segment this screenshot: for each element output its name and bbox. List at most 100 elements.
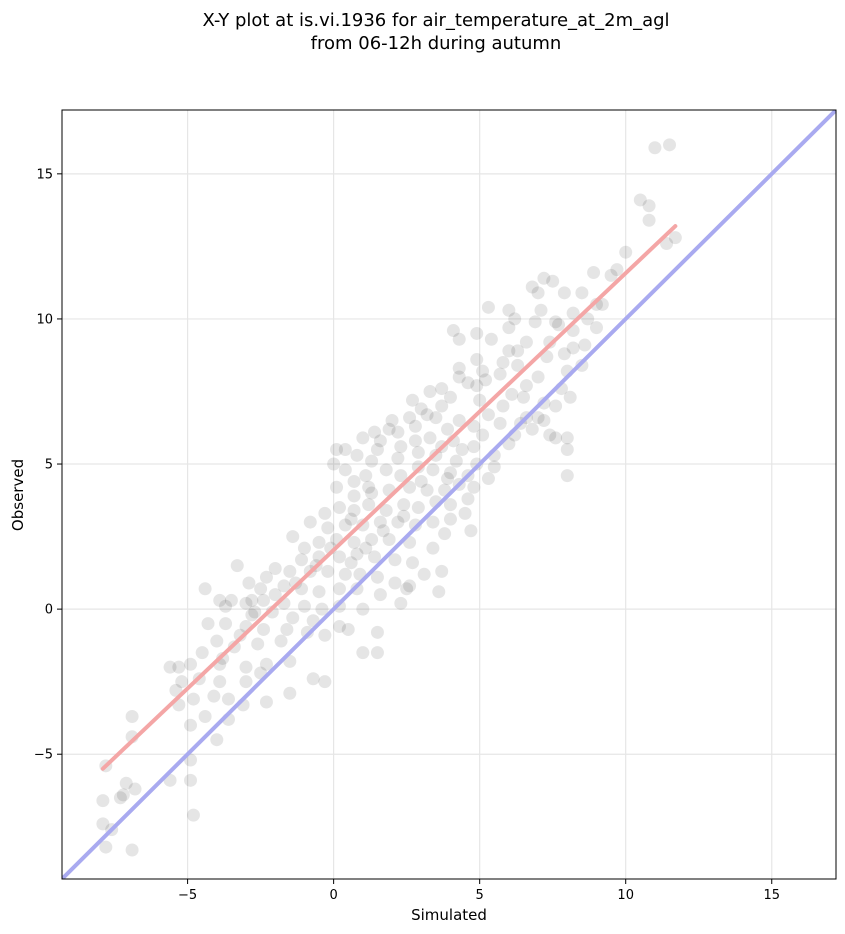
data-point [458,506,472,520]
data-point [408,419,422,433]
data-point [467,480,481,494]
data-point [519,379,533,393]
data-point [414,402,428,416]
data-point [239,675,253,689]
axis-ticks: −5 0 5 10 15 −5 0 5 10 15 [34,167,780,903]
data-point [560,443,574,457]
data-point [344,556,358,570]
data-point [566,341,580,355]
data-point [411,445,425,459]
data-point [370,443,384,457]
data-point [508,312,522,326]
data-point [403,480,417,494]
data-point [610,263,624,277]
data-point [283,564,297,578]
data-point [426,463,440,477]
data-point [347,474,361,488]
data-point [286,530,300,544]
data-point [280,622,294,636]
data-point [96,817,110,831]
data-point [216,651,230,665]
data-point [350,547,364,561]
data-point [516,390,530,404]
data-point [604,268,618,282]
data-point [405,556,419,570]
data-point [549,399,563,413]
data-point [470,379,484,393]
data-point [210,634,224,648]
data-point [300,625,314,639]
data-point [233,628,247,642]
data-point [502,303,516,317]
data-point [391,451,405,465]
data-point [537,414,551,428]
data-point [397,498,411,512]
y-tick-label: −5 [34,748,53,763]
data-point [382,422,396,436]
data-point [537,396,551,410]
data-point [321,521,335,535]
data-point [560,469,574,483]
data-point [403,411,417,425]
data-point [376,524,390,538]
data-point [312,535,326,549]
data-point [330,443,344,457]
data-point [423,431,437,445]
data-point [484,332,498,346]
data-point [341,622,355,636]
data-point [365,532,379,546]
data-point [116,788,130,802]
data-point [184,657,198,671]
y-tick-label: 15 [36,167,53,182]
data-point [373,434,387,448]
data-point [476,364,490,378]
data-point [119,776,133,790]
data-point [426,515,440,529]
data-point [332,550,346,564]
data-point [473,393,487,407]
chart-title: X-Y plot at is.vi.1936 for air_temperatu… [202,10,669,31]
data-point [268,561,282,575]
data-point [493,416,507,430]
data-point [362,480,376,494]
data-point [487,460,501,474]
data-point [496,355,510,369]
data-point [370,570,384,584]
data-point [303,515,317,529]
data-point [388,576,402,590]
data-point [668,231,682,245]
data-point [426,541,440,555]
data-point [502,321,516,335]
data-points [96,138,682,857]
data-point [481,408,495,422]
data-point [356,431,370,445]
data-point [344,512,358,526]
data-point [441,422,455,436]
data-point [394,440,408,454]
data-point [184,773,198,787]
data-point [575,286,589,300]
grid-lines [62,110,836,879]
data-point [408,518,422,532]
data-point [403,579,417,593]
data-point [382,532,396,546]
data-point [414,474,428,488]
data-point [379,503,393,517]
data-point [560,431,574,445]
data-point [163,660,177,674]
data-point [245,608,259,622]
data-point [435,382,449,396]
data-point [332,582,346,596]
data-point [295,553,309,567]
data-point [394,596,408,610]
data-point [347,535,361,549]
data-point [575,358,589,372]
data-point [230,559,244,573]
data-point [96,794,110,808]
data-point [557,347,571,361]
plot-frame [61,109,837,880]
data-point [534,303,548,317]
data-point [519,335,533,349]
x-axis-label: Simulated [411,906,487,924]
